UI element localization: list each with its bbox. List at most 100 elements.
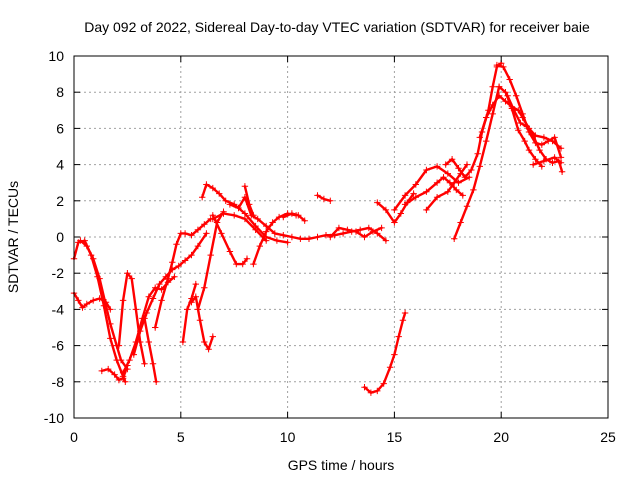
data-point-plus [111, 371, 118, 378]
data-point-plus [357, 226, 364, 233]
series-trace [403, 176, 464, 206]
data-point-plus [271, 230, 278, 237]
data-point-plus [495, 92, 503, 99]
data-point-plus [521, 137, 528, 145]
y-tick-label: -10 [44, 410, 64, 426]
data-point-plus [391, 219, 398, 226]
data-point-plus [179, 338, 187, 346]
data-point-plus [79, 304, 86, 311]
data-point-plus [374, 387, 381, 395]
data-point-plus [250, 260, 257, 268]
data-point-plus [401, 309, 409, 317]
data-point-plus [423, 188, 430, 195]
data-point-plus [239, 260, 246, 268]
data-point-plus [305, 235, 313, 242]
series-trace [282, 212, 306, 222]
data-point-plus [380, 380, 387, 387]
data-point-plus [412, 181, 419, 188]
data-point-plus [444, 170, 451, 177]
data-point-plus [152, 324, 159, 331]
data-point-plus [263, 237, 270, 244]
data-point-plus [374, 199, 381, 206]
data-point-plus [222, 197, 229, 204]
series-arc-9 [152, 215, 214, 331]
data-point-plus [483, 137, 490, 145]
data-point-plus [145, 338, 152, 346]
data-point-plus [455, 165, 462, 172]
data-point-plus [201, 284, 208, 291]
data-point-plus [538, 141, 545, 148]
series-arc-15 [209, 212, 251, 268]
series-arc-3 [77, 237, 131, 373]
data-point-plus [365, 224, 372, 232]
y-tick-label: -2 [52, 265, 65, 281]
data-point-plus [483, 114, 490, 121]
series-arc-25 [401, 174, 466, 208]
series-arc-7 [130, 230, 210, 358]
series-arc-2 [70, 237, 129, 385]
data-point-plus [369, 228, 377, 235]
data-point-plus [205, 346, 212, 353]
series-trace [497, 85, 543, 168]
data-point-plus [203, 230, 210, 237]
data-point-plus [254, 215, 261, 223]
data-point-plus [194, 226, 202, 233]
data-point-plus [130, 351, 137, 358]
data-point-plus [181, 230, 189, 237]
series-arc-33 [530, 154, 565, 168]
data-point-plus [241, 210, 249, 217]
data-point-plus [226, 248, 234, 255]
data-point-plus [83, 300, 90, 308]
data-point-plus [107, 320, 114, 328]
data-point-plus [117, 356, 125, 364]
data-point-plus [551, 154, 558, 161]
data-point-plus [515, 127, 522, 134]
y-tick-label: 8 [56, 84, 64, 100]
data-point-plus [199, 194, 206, 201]
data-point-plus [382, 237, 390, 244]
series-arc-11 [188, 293, 216, 353]
data-point-plus [557, 154, 565, 161]
data-point-plus [322, 232, 330, 239]
data-point-plus [246, 201, 253, 208]
data-point-plus [124, 270, 131, 277]
data-point-plus [209, 212, 216, 219]
data-point-plus [423, 206, 430, 214]
data-point-plus [269, 219, 276, 226]
data-point-plus [241, 183, 249, 190]
data-point-plus [280, 213, 287, 221]
data-point-plus [401, 192, 409, 199]
x-tick-label: 20 [493, 429, 509, 445]
data-point-plus [156, 280, 163, 288]
data-point-plus [297, 235, 304, 242]
x-tick-label: 5 [177, 429, 185, 445]
data-point-plus [386, 364, 394, 371]
x-tick-label: 0 [70, 429, 78, 445]
data-point-plus [510, 107, 518, 114]
x-tick-label: 15 [387, 429, 403, 445]
series-trace [143, 317, 158, 383]
data-point-plus [184, 306, 191, 313]
data-point-plus [256, 242, 263, 250]
series-trace [72, 239, 127, 383]
data-point-plus [457, 219, 464, 226]
data-point-plus [504, 92, 511, 99]
data-point-plus [115, 376, 123, 384]
data-point-plus [470, 186, 477, 194]
data-point-plus [90, 255, 97, 262]
chart-title: Day 092 of 2022, Sidereal Day-to-day VTE… [84, 19, 590, 35]
y-axis-label: SDTVAR / TECUs [5, 181, 21, 293]
data-point-plus [517, 119, 524, 127]
data-point-plus [194, 242, 202, 250]
data-point-plus [423, 166, 430, 174]
data-point-plus [188, 251, 195, 259]
data-point-plus [105, 365, 112, 373]
series-arc-28 [451, 83, 503, 242]
series-arc-17 [241, 183, 257, 219]
y-tick-label: 2 [56, 193, 64, 209]
data-point-plus [280, 232, 287, 239]
data-point-plus [263, 228, 270, 235]
data-point-plus [241, 215, 249, 223]
data-point-plus [399, 317, 407, 324]
data-point-plus [301, 217, 308, 224]
